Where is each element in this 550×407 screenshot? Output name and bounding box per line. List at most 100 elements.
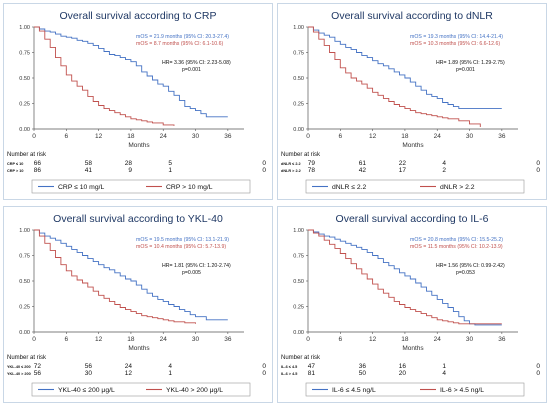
x-tick-label: 30 bbox=[466, 336, 474, 343]
y-tick-label: 0.00 bbox=[19, 127, 30, 133]
risk-count: 0 bbox=[262, 363, 266, 370]
km-chart: Overall survival according to dNLR 0.00 0.… bbox=[281, 10, 540, 194]
median-os-annotation: mOS = 19.3 months (95% CI: 14.4-21.4) bbox=[410, 34, 503, 40]
x-tick-label: 36 bbox=[498, 336, 506, 343]
y-tick-label: 1.00 bbox=[19, 25, 30, 31]
risk-row-label: YKL-40 ≤ 200 bbox=[7, 365, 31, 369]
x-tick-label: 0 bbox=[32, 133, 36, 140]
risk-count: 0 bbox=[536, 167, 540, 174]
legend-label: CRP ≤ 10 mg/L bbox=[58, 184, 105, 191]
y-tick-label: 0.25 bbox=[19, 102, 30, 108]
x-tick-label: 12 bbox=[369, 336, 377, 343]
risk-count: 72 bbox=[34, 363, 42, 370]
legend-box bbox=[31, 382, 251, 397]
median-os-annotation: mOS = 20.8 months (95% CI: 15.5-25.2) bbox=[410, 237, 503, 243]
y-tick-label: 0.75 bbox=[19, 51, 30, 57]
chart-title: Overall survival according to IL-6 bbox=[336, 213, 489, 225]
risk-count: 47 bbox=[308, 363, 316, 370]
risk-row-label: IL-6 > 4.5 bbox=[281, 372, 297, 376]
median-os-annotation: mOS = 19.5 months (95% CI: 13.1-21.9) bbox=[136, 237, 229, 243]
risk-count: 50 bbox=[359, 370, 367, 377]
median-os-annotation: mOS = 21.9 months (95% CI: 20.3-27.4) bbox=[136, 34, 229, 40]
y-tick-label: 0.50 bbox=[19, 279, 30, 285]
x-tick-label: 18 bbox=[127, 133, 135, 140]
survival-curve bbox=[34, 229, 196, 324]
x-axis-label: Months bbox=[402, 345, 424, 352]
hazard-ratio-annotation: HR= 1.56 (95% CI: 0.99-2.42) bbox=[436, 263, 505, 269]
y-tick-label: 0.25 bbox=[293, 102, 304, 108]
risk-count: 12 bbox=[125, 370, 133, 377]
panel-dnlr: Overall survival according to dNLR 0.00 0.… bbox=[277, 3, 547, 200]
risk-count: 17 bbox=[399, 167, 407, 174]
survival-curve bbox=[308, 229, 502, 325]
y-tick-label: 0.50 bbox=[293, 76, 304, 82]
x-tick-label: 30 bbox=[192, 133, 200, 140]
x-tick-label: 0 bbox=[32, 336, 36, 343]
x-tick-label: 0 bbox=[306, 336, 310, 343]
x-tick-label: 24 bbox=[160, 133, 168, 140]
y-tick-label: 0.25 bbox=[293, 305, 304, 311]
risk-count: 41 bbox=[85, 167, 93, 174]
y-tick-label: 0.00 bbox=[293, 330, 304, 336]
y-tick-label: 1.00 bbox=[293, 228, 304, 234]
p-value-annotation: p=0.005 bbox=[182, 270, 201, 276]
risk-count: 0 bbox=[262, 160, 266, 167]
risk-count: 4 bbox=[442, 370, 446, 377]
risk-count: 0 bbox=[536, 160, 540, 167]
y-tick-label: 0.75 bbox=[293, 51, 304, 57]
risk-table-title: Number at risk bbox=[281, 152, 321, 158]
x-tick-label: 6 bbox=[64, 133, 68, 140]
risk-table-title: Number at risk bbox=[7, 152, 47, 158]
risk-count: 79 bbox=[308, 160, 316, 167]
risk-count: 16 bbox=[399, 363, 407, 370]
survival-curve bbox=[308, 229, 502, 326]
median-os-annotation: mOS = 11.5 months (95% CI: 10.2-13.9) bbox=[410, 244, 503, 250]
risk-count: 4 bbox=[442, 160, 446, 167]
legend-label: dNLR > 2.2 bbox=[440, 184, 475, 191]
legend-box bbox=[305, 382, 525, 397]
risk-count: 58 bbox=[85, 160, 93, 167]
risk-count: 56 bbox=[85, 363, 93, 370]
risk-count: 2 bbox=[442, 167, 446, 174]
survival-curve bbox=[308, 26, 481, 127]
x-tick-label: 12 bbox=[95, 133, 103, 140]
hazard-ratio-annotation: HR= 1.89 (95% CI: 1.29-2.75) bbox=[436, 60, 505, 66]
risk-count: 22 bbox=[399, 160, 407, 167]
x-tick-label: 30 bbox=[192, 336, 200, 343]
survival-curve bbox=[308, 26, 502, 110]
risk-count: 5 bbox=[168, 160, 172, 167]
chart-title: Overall survival according to dNLR bbox=[331, 10, 493, 22]
y-tick-label: 0.25 bbox=[19, 305, 30, 311]
km-chart: Overall survival according to YKL-40 0.00… bbox=[7, 213, 266, 397]
x-tick-label: 36 bbox=[224, 336, 232, 343]
x-tick-label: 0 bbox=[306, 133, 310, 140]
y-tick-label: 0.00 bbox=[293, 127, 304, 133]
p-value-annotation: p=0.001 bbox=[456, 67, 475, 73]
y-tick-label: 1.00 bbox=[19, 228, 30, 234]
x-axis-label: Months bbox=[128, 345, 150, 352]
risk-count: 86 bbox=[34, 167, 42, 174]
y-tick-label: 0.75 bbox=[19, 254, 30, 260]
x-tick-label: 24 bbox=[160, 336, 168, 343]
risk-count: 61 bbox=[359, 160, 367, 167]
x-axis-label: Months bbox=[128, 142, 150, 149]
risk-count: 56 bbox=[34, 370, 42, 377]
legend-box bbox=[305, 179, 525, 194]
km-chart: Overall survival according to IL-6 0.00 0.… bbox=[281, 213, 540, 397]
x-tick-label: 36 bbox=[498, 133, 506, 140]
risk-count: 0 bbox=[262, 167, 266, 174]
x-tick-label: 12 bbox=[95, 336, 103, 343]
risk-count: 0 bbox=[536, 370, 540, 377]
survival-curve bbox=[34, 26, 228, 118]
y-tick-label: 0.50 bbox=[293, 279, 304, 285]
legend-label: IL-6 ≤ 4.5 ng/L bbox=[332, 387, 376, 394]
y-tick-label: 1.00 bbox=[293, 25, 304, 31]
survival-curve bbox=[34, 26, 175, 126]
risk-count: 36 bbox=[359, 363, 367, 370]
panel-ykl40: Overall survival according to YKL-40 0.00… bbox=[3, 206, 273, 403]
y-tick-label: 0.00 bbox=[19, 330, 30, 336]
survival-curve bbox=[34, 229, 228, 321]
risk-count: 24 bbox=[125, 363, 133, 370]
x-tick-label: 24 bbox=[434, 336, 442, 343]
legend-label: dNLR ≤ 2.2 bbox=[332, 184, 367, 191]
